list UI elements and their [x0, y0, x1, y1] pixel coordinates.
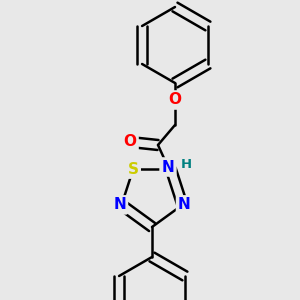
- Text: H: H: [180, 158, 192, 172]
- Text: O: O: [124, 134, 136, 149]
- Text: N: N: [113, 197, 126, 212]
- Text: N: N: [178, 197, 191, 212]
- Text: S: S: [128, 162, 139, 177]
- Text: O: O: [169, 92, 182, 107]
- Text: N: N: [162, 160, 174, 175]
